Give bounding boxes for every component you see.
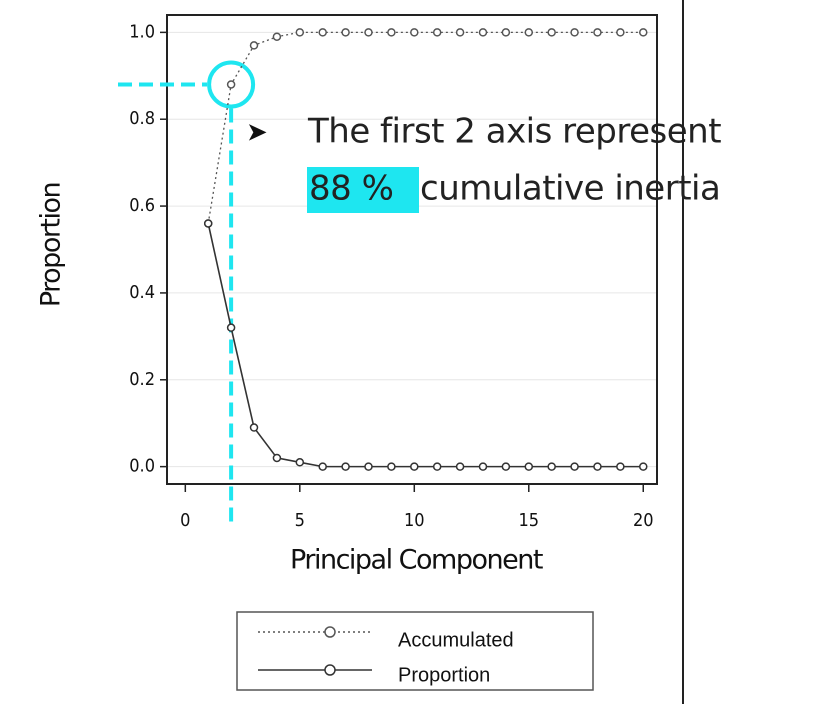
plot-frame [166, 14, 658, 485]
y-tick-label: 0.0 [129, 456, 155, 477]
point [501, 462, 511, 471]
x-tick-label: 15 [518, 510, 539, 531]
point [387, 28, 396, 37]
point [364, 28, 373, 37]
legend: Accumulated Proportion [258, 626, 514, 686]
point [570, 462, 579, 471]
point [432, 462, 442, 471]
highlight-box [307, 167, 419, 213]
point [616, 462, 625, 471]
point [318, 462, 327, 471]
point [226, 80, 236, 89]
point [639, 462, 648, 471]
point [364, 462, 373, 471]
y-tick-label: 0.4 [129, 282, 155, 303]
point [226, 323, 236, 332]
y-tick-label: 1.0 [129, 21, 155, 42]
x-axis-title: Principal Component [290, 545, 543, 576]
bullet-arrow: ➤ [246, 118, 268, 148]
point [387, 462, 396, 471]
point [410, 462, 419, 471]
point [478, 462, 488, 471]
point [249, 41, 259, 50]
point [295, 458, 305, 467]
point [524, 28, 534, 37]
point [547, 462, 556, 471]
point [341, 28, 350, 37]
point [432, 28, 442, 37]
highlight-circle [207, 60, 256, 109]
point [593, 462, 602, 471]
legend-label: Accumulated [398, 629, 514, 651]
point [478, 28, 488, 37]
legend-label: Proportion [398, 664, 490, 686]
y-axis-title: Proportion [36, 183, 67, 307]
annotation: The first 2 axis represent [307, 112, 721, 152]
legend-box [236, 611, 594, 691]
x-tick-label: 5 [295, 510, 305, 531]
point [501, 28, 511, 37]
annotation: cumulative inertia [420, 169, 720, 209]
y-tick-label: 0.6 [129, 195, 155, 216]
y-tick-label: 0.2 [129, 369, 155, 390]
point [318, 28, 327, 37]
point [455, 28, 465, 37]
legend-marker [324, 664, 336, 676]
point [524, 462, 534, 471]
point [570, 28, 579, 37]
point [593, 28, 602, 37]
point [295, 28, 305, 37]
x-tick-label: 20 [633, 510, 654, 531]
point [616, 28, 625, 37]
point [547, 28, 556, 37]
y-tick-label: 0.8 [129, 108, 155, 129]
x-tick-label: 10 [404, 510, 425, 531]
point [249, 423, 259, 432]
point [639, 28, 648, 37]
point [341, 462, 350, 471]
series-line [207, 223, 644, 468]
point [272, 32, 282, 41]
point [410, 28, 419, 37]
point [203, 219, 213, 228]
legend-marker [324, 626, 336, 638]
point [455, 462, 465, 471]
x-tick-label: 0 [180, 510, 190, 531]
annotation: 88 % [309, 169, 393, 209]
point [272, 453, 282, 463]
plot: 0.0 0.2 0.4 0.6 0.8 1.0 0 5 10 15 20 [118, 14, 658, 531]
